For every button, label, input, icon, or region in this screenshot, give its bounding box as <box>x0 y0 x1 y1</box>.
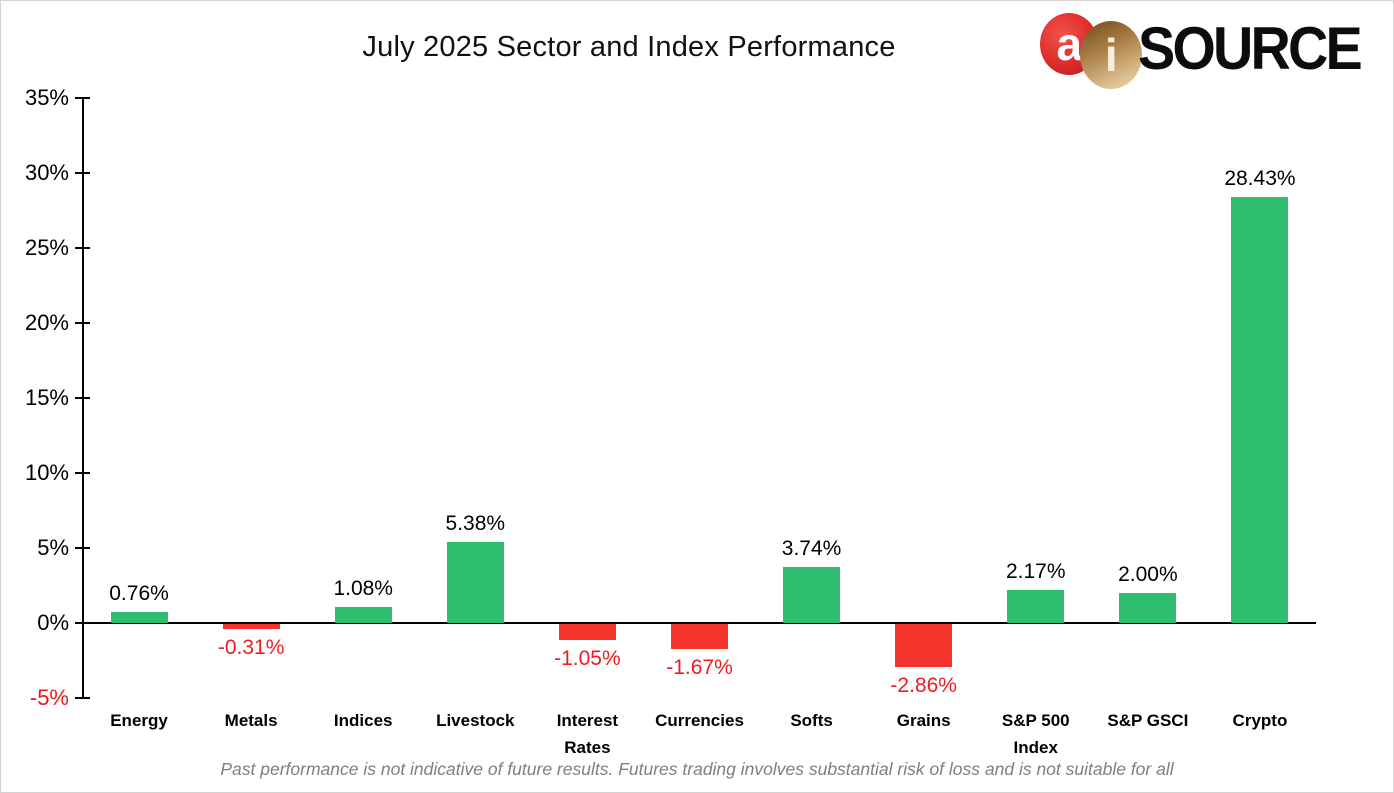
bar-value-label: 28.43% <box>1224 166 1296 190</box>
zero-axis-line <box>83 622 1316 624</box>
chart-title: July 2025 Sector and Index Performance <box>362 31 896 63</box>
bar <box>895 624 953 667</box>
bar-value-label: 3.74% <box>781 536 842 560</box>
category-label: Metals <box>224 711 278 730</box>
y-axis-tick-label: 5% <box>37 535 69 560</box>
y-axis-tick-label: 25% <box>24 235 69 260</box>
category-label: Currencies <box>655 711 744 730</box>
category-label: Livestock <box>436 711 515 730</box>
bar <box>222 624 280 629</box>
y-axis-line <box>82 98 84 698</box>
bar-value-label: -1.67% <box>666 656 733 680</box>
category-label: Crypto <box>1232 711 1288 730</box>
category-label: Interest Rates <box>556 711 619 757</box>
y-axis-tick-label: 35% <box>24 85 69 110</box>
bar-value-label: -0.31% <box>217 635 285 659</box>
y-axis-tick-label: 20% <box>24 310 69 335</box>
bar <box>671 624 728 650</box>
bar-value-label: 2.17% <box>1005 560 1066 584</box>
category-label: Energy <box>110 711 168 730</box>
bar <box>1119 593 1177 623</box>
bar-value-label: -2.86% <box>890 673 957 697</box>
bar <box>446 542 504 623</box>
bar-value-label: 2.00% <box>1118 563 1178 586</box>
y-axis-tick-label: 30% <box>24 160 69 185</box>
bar <box>334 606 392 623</box>
category-label: Softs <box>790 711 833 730</box>
logo-i-circle-icon: i <box>1080 21 1143 89</box>
bar-value-label: 1.08% <box>333 576 393 600</box>
y-axis-tick-label: 10% <box>24 460 69 485</box>
bar-value-label: 5.38% <box>445 512 506 536</box>
category-label: S&P GSCI <box>1107 711 1189 730</box>
bar-value-label: -1.05% <box>554 646 621 670</box>
disclaimer-text: Past performance is not indicative of fu… <box>220 759 1174 779</box>
category-label: Grains <box>896 711 951 730</box>
logo-wordmark: SOURCE <box>1138 15 1363 82</box>
category-label: S&P 500 Index <box>1001 711 1070 757</box>
bar <box>558 624 616 640</box>
y-axis-tick-label: 15% <box>24 385 69 410</box>
brand-logo: a i SOURCE <box>1040 9 1377 93</box>
bar <box>1007 590 1065 623</box>
y-axis-tick-label: -5% <box>29 685 69 710</box>
bar-value-label: 0.76% <box>109 581 169 605</box>
y-axis-tick-mark <box>75 697 90 699</box>
category-label: Indices <box>333 711 393 730</box>
y-axis-tick-label: 0% <box>37 610 69 635</box>
bar <box>783 566 841 623</box>
bar <box>1231 196 1289 623</box>
bar <box>110 611 168 623</box>
